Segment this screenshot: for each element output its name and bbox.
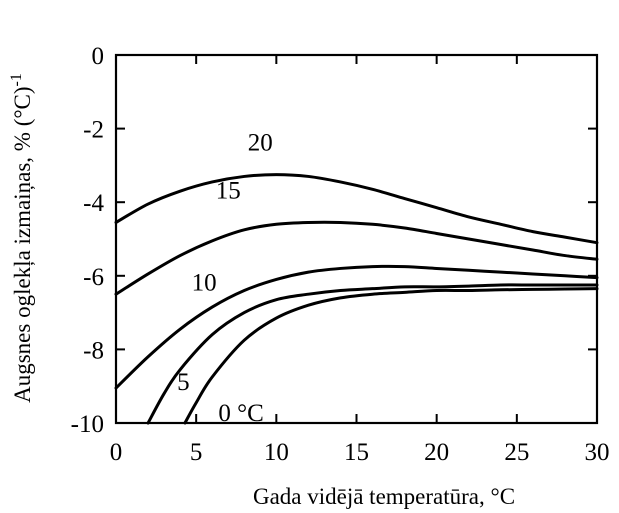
y-tick-label: -10: [71, 411, 104, 438]
curves-layer: [114, 173, 599, 425]
plot-frame: [114, 53, 599, 425]
series-line: [183, 287, 599, 425]
x-tick-label: 5: [190, 439, 203, 466]
series-line: [146, 283, 599, 425]
y-tick-label: -4: [83, 190, 104, 217]
x-tick-label: 15: [344, 439, 369, 466]
y-tick-label: -6: [83, 264, 104, 291]
series-label: 0 °C: [218, 400, 263, 427]
series-line: [114, 264, 599, 390]
x-tick-label: 10: [264, 439, 289, 466]
y-axis-title-superscript: -1: [8, 73, 25, 86]
x-tick-label: 30: [585, 439, 610, 466]
x-tick-label: 20: [424, 439, 449, 466]
x-axis-title: Gada vidējā temperatūra, °C: [253, 484, 515, 509]
ticks-layer: [115, 54, 598, 424]
y-axis-title: Augsnes oglekļa izmaiņas, % (°C)-1: [8, 73, 36, 403]
y-tick-label: 0: [92, 43, 105, 70]
series-label: 15: [216, 178, 241, 205]
y-axis-title-main: Augsnes oglekļa izmaiņas, % (°C): [10, 86, 36, 402]
series-labels-layer: 20 15 10 5 0 °C: [177, 130, 273, 427]
series-label: 5: [177, 369, 190, 396]
tick-labels-layer: 0 5 10 15 20 25 30 0 -2 -4 -6 -8 -10: [71, 43, 610, 466]
series-line: [114, 220, 599, 296]
series-line: [114, 173, 599, 245]
series-label: 10: [192, 270, 217, 297]
series-label: 20: [248, 130, 273, 157]
y-tick-label: -2: [83, 117, 104, 144]
x-tick-label: 25: [504, 439, 529, 466]
y-tick-label: -8: [83, 337, 104, 364]
x-tick-label: 0: [110, 439, 123, 466]
